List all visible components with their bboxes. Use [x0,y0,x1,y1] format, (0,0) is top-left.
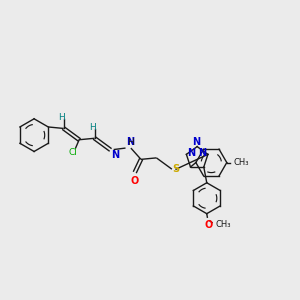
Text: H: H [89,123,96,132]
Text: CH₃: CH₃ [215,220,231,230]
Text: N: N [199,148,207,158]
Text: O: O [130,176,139,186]
Text: N: N [187,148,195,158]
Text: N: N [111,150,119,160]
Text: S: S [172,164,180,174]
Text: CH₃: CH₃ [233,158,249,167]
Text: O: O [204,220,212,230]
Text: H: H [128,138,134,147]
Text: N: N [126,137,134,148]
Text: Cl: Cl [69,148,78,157]
Text: H: H [58,113,65,122]
Text: N: N [193,137,201,147]
